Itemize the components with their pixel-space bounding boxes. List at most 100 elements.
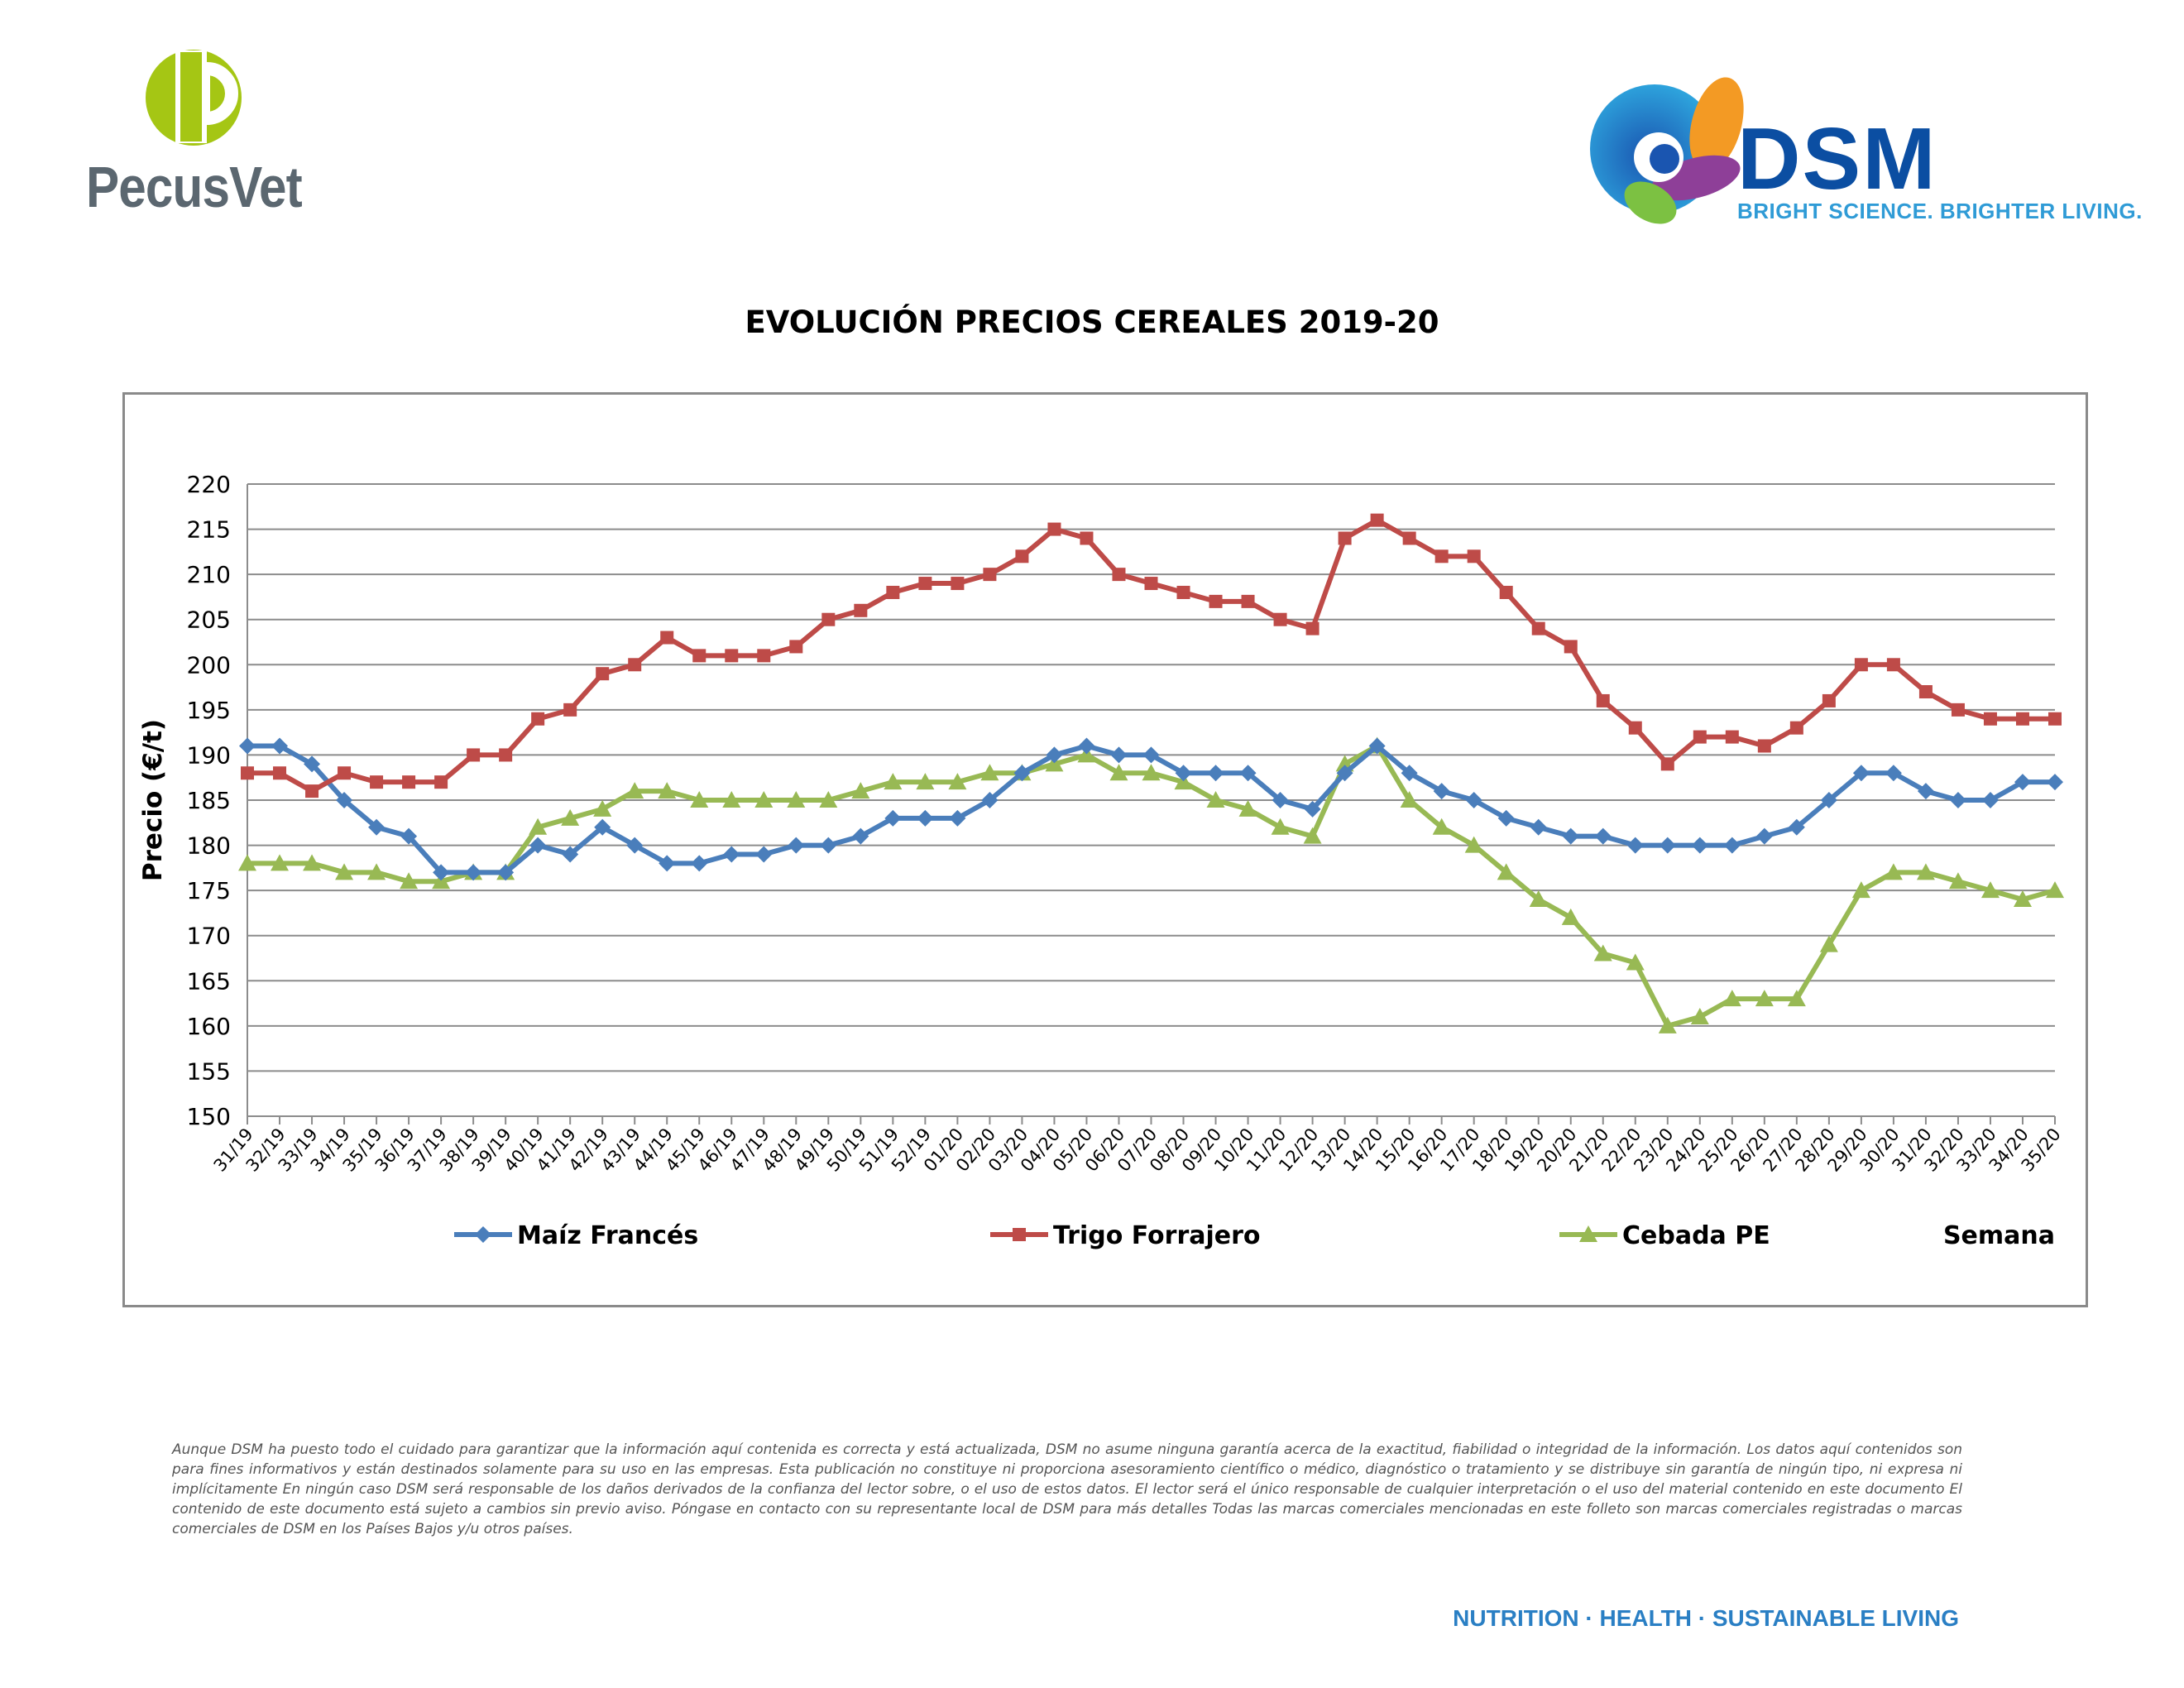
data-point <box>884 773 903 790</box>
data-point <box>789 640 803 654</box>
data-point <box>1080 531 1094 545</box>
data-point <box>917 809 934 827</box>
data-point <box>335 863 354 880</box>
data-point <box>1304 800 1321 818</box>
data-point <box>594 818 611 836</box>
data-point <box>916 773 935 790</box>
data-point <box>1078 737 1095 755</box>
data-point <box>370 775 384 789</box>
y-tick-label: 160 <box>187 1013 231 1040</box>
dsm-tagline: BRIGHT SCIENCE. BRIGHTER LIVING. <box>1737 199 2143 223</box>
data-point <box>755 846 773 863</box>
data-point <box>1175 765 1192 782</box>
y-tick-label: 200 <box>187 651 231 679</box>
data-point <box>1980 881 2000 899</box>
data-point <box>561 808 580 826</box>
pecusvet-name: PecusVet <box>86 155 303 219</box>
data-point <box>1207 765 1224 782</box>
data-point <box>1206 791 1225 808</box>
data-point <box>2013 890 2032 908</box>
data-point <box>1916 863 1935 880</box>
data-point <box>1142 764 1161 781</box>
data-point <box>367 863 386 880</box>
data-point <box>1561 908 1580 925</box>
data-point <box>304 755 321 773</box>
y-tick-label: 150 <box>187 1103 231 1130</box>
data-point <box>529 837 547 854</box>
data-point <box>1626 953 1645 971</box>
data-point <box>271 854 290 871</box>
pecusvet-logo <box>146 50 242 146</box>
data-point <box>400 827 418 845</box>
disclaimer-text: Aunque DSM ha puesto todo el cuidado par… <box>172 1441 1962 1537</box>
data-point <box>531 712 545 726</box>
data-point <box>1562 827 1579 845</box>
data-point <box>1885 765 1902 782</box>
data-point <box>1433 783 1450 800</box>
data-point <box>918 577 932 591</box>
data-point <box>305 784 319 798</box>
data-point <box>1047 522 1061 536</box>
data-point <box>1110 746 1128 764</box>
data-point <box>1789 721 1803 735</box>
data-point <box>1983 712 1997 726</box>
data-point <box>886 585 900 599</box>
data-point <box>1723 837 1741 854</box>
data-point <box>1497 863 1516 880</box>
data-point <box>273 766 287 780</box>
data-point <box>400 872 419 890</box>
data-point <box>1854 658 1868 672</box>
data-point <box>1109 764 1128 781</box>
data-point <box>1593 944 1612 961</box>
data-point <box>1819 935 1838 952</box>
data-point <box>1918 685 1933 699</box>
data-point <box>563 703 577 717</box>
data-point <box>1626 837 1644 854</box>
data-point <box>983 568 997 582</box>
data-point <box>1271 818 1290 835</box>
data-point <box>303 854 322 871</box>
data-point <box>1594 827 1612 845</box>
data-point <box>1886 658 1900 672</box>
data-point <box>1497 809 1515 827</box>
data-point <box>2015 712 2029 726</box>
data-point <box>1851 881 1870 899</box>
data-point <box>1464 836 1483 853</box>
data-point <box>1434 549 1449 563</box>
data-point <box>851 782 870 799</box>
data-point <box>625 782 644 799</box>
data-point <box>1820 792 1837 808</box>
data-point <box>821 612 836 626</box>
data-point <box>1013 1228 1026 1241</box>
data-point <box>1659 837 1676 854</box>
legend-label: Trigo Forrajero <box>1053 1221 1261 1250</box>
data-point <box>1822 693 1836 707</box>
data-point <box>1529 890 1548 908</box>
y-tick-label: 180 <box>187 832 231 860</box>
data-point <box>1338 531 1352 545</box>
data-point <box>497 864 515 881</box>
data-point <box>1467 549 1481 563</box>
data-point <box>1579 1225 1597 1242</box>
data-point <box>691 855 708 872</box>
y-tick-label: 190 <box>187 741 231 769</box>
data-point <box>1852 765 1870 782</box>
y-tick-label: 205 <box>187 607 231 634</box>
data-point <box>658 782 677 799</box>
data-point <box>1596 693 1610 707</box>
data-point <box>723 846 740 863</box>
y-tick-label: 165 <box>187 967 231 995</box>
data-point <box>1370 513 1384 527</box>
data-point <box>368 818 386 836</box>
data-point <box>239 737 256 755</box>
data-point <box>402 775 416 789</box>
data-point <box>725 649 739 663</box>
data-point <box>1499 585 1513 599</box>
data-point <box>433 864 450 881</box>
data-point <box>1400 791 1419 808</box>
legend-label: Cebada PE <box>1622 1221 1770 1250</box>
data-point <box>981 792 999 808</box>
data-point <box>788 837 805 854</box>
data-point <box>1144 577 1158 591</box>
data-point <box>819 791 838 808</box>
